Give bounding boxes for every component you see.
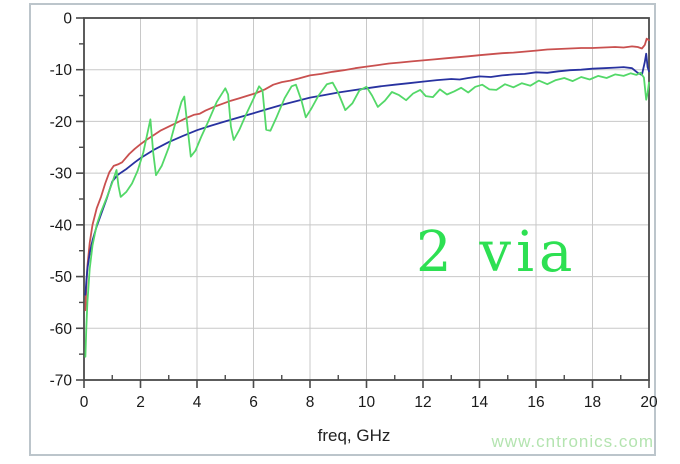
- green-trace: [84, 71, 650, 358]
- svg-text:16: 16: [527, 394, 544, 411]
- x-tick-labels: 0 2 4 6 8 10 12 14 16 18 20: [80, 394, 658, 411]
- y-tick-labels: 0 -10 -20 -30 -40 -50 -60 -70: [50, 11, 73, 390]
- svg-text:-60: -60: [50, 321, 73, 338]
- svg-text:8: 8: [306, 394, 315, 411]
- grid-lines: [84, 18, 649, 380]
- svg-text:18: 18: [584, 394, 601, 411]
- svg-text:6: 6: [249, 394, 258, 411]
- red-trace: [84, 37, 650, 312]
- blue-trace: [84, 52, 650, 296]
- svg-text:-70: -70: [50, 373, 73, 390]
- watermark-text: www.cntronics.com: [491, 432, 654, 451]
- svg-text:0: 0: [63, 11, 72, 28]
- svg-text:-10: -10: [50, 62, 73, 79]
- svg-text:-30: -30: [50, 166, 73, 183]
- svg-text:0: 0: [80, 394, 89, 411]
- svg-text:-20: -20: [50, 114, 73, 131]
- svg-text:-50: -50: [50, 269, 73, 286]
- svg-text:14: 14: [471, 394, 489, 411]
- svg-text:4: 4: [193, 394, 202, 411]
- svg-text:12: 12: [414, 394, 431, 411]
- via-count-annotation: 2 via: [416, 220, 578, 285]
- axis-ticks: [76, 17, 650, 388]
- svg-text:-40: -40: [50, 217, 73, 234]
- svg-text:10: 10: [358, 394, 376, 411]
- svg-text:2: 2: [136, 394, 145, 411]
- x-axis-title: freq, GHz: [317, 426, 391, 445]
- svg-text:20: 20: [640, 394, 658, 411]
